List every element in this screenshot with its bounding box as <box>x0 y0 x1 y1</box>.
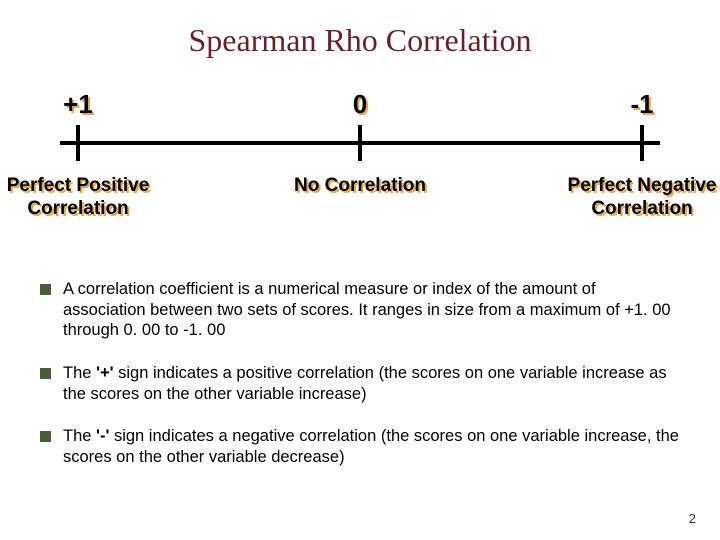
scale-value-zero: 0 <box>353 89 367 120</box>
bullet-list: A correlation coefficient is a numerical… <box>40 279 680 467</box>
scale-tick <box>358 125 362 161</box>
bullet-text: A correlation coefficient is a numerical… <box>63 279 680 341</box>
scale-tick <box>76 125 80 161</box>
list-item: The '+' sign indicates a positive correl… <box>40 363 680 404</box>
scale-value-neg1: -1 <box>630 89 653 120</box>
scale-value-pos1: +1 <box>63 89 93 120</box>
list-item: The '-' sign indicates a negative correl… <box>40 426 680 467</box>
bullet-icon <box>40 284 51 295</box>
bullet-text: The '+' sign indicates a positive correl… <box>63 363 680 404</box>
bullet-text: The '-' sign indicates a negative correl… <box>63 426 680 467</box>
bullet-icon <box>40 431 51 442</box>
list-item: A correlation coefficient is a numerical… <box>40 279 680 341</box>
scale-tick <box>640 125 644 161</box>
slide-title: Spearman Rho Correlation <box>0 0 720 69</box>
page-number: 2 <box>689 511 696 526</box>
scale-label-positive: Perfect PositiveCorrelation <box>7 175 150 221</box>
correlation-scale: +1 0 -1 Perfect PositiveCorrelation No C… <box>60 89 660 249</box>
bullet-icon <box>40 368 51 379</box>
scale-label-negative: Perfect NegativeCorrelation <box>568 175 717 221</box>
scale-label-none: No Correlation <box>294 175 426 198</box>
